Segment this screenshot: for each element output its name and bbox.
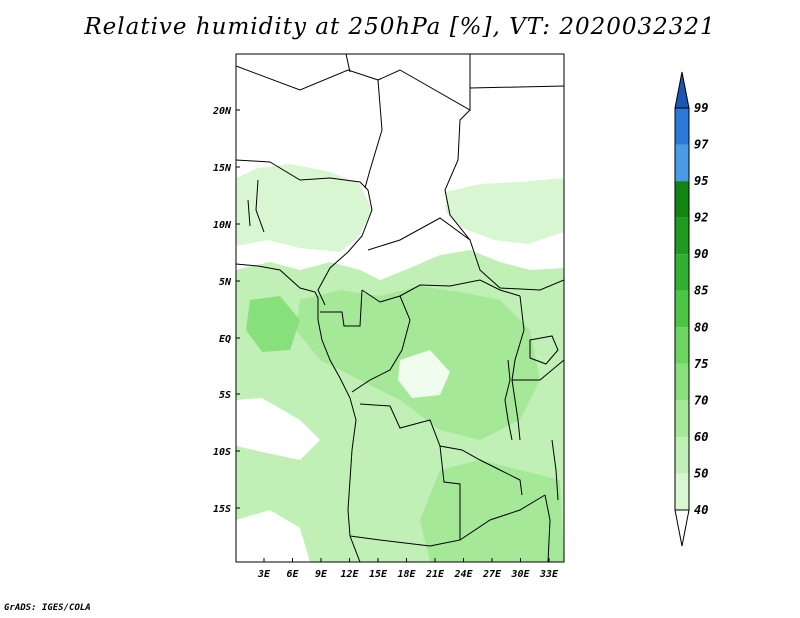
map-frame [235,53,565,563]
lon-tick-label: 9E [315,569,328,580]
lon-tick-label: 15E [369,569,388,580]
colorbar-segment [675,181,689,218]
lake-victoria [529,335,559,365]
humidity-fields [236,164,564,562]
border-congo-drc [351,295,411,393]
grads-footer: GrADS: IGES/COLA [4,603,91,613]
border-gabon [320,289,363,327]
lon-tick-label: 18E [397,569,416,580]
border-niger-nigeria [274,164,369,191]
colorbar-label: 95 [694,174,708,188]
border-chad-car [367,217,471,251]
colorbar-label: 60 [694,430,708,444]
lon-tick-label: 21E [425,569,445,580]
colorbar-top-arrow [674,71,690,109]
colorbar-segment [675,108,689,145]
humidity-field-dry-ocean [236,398,320,460]
colorbar-segment [675,363,689,401]
colorbar-label: 97 [694,138,709,152]
border-nigeria-cameroon [317,189,373,306]
lat-tick-label: 10N [213,220,232,231]
lat-tick-label: 20N [212,106,232,117]
colorbar-segment [675,254,689,291]
border-angola-namibia [349,535,431,547]
coastline-west-central [317,298,361,562]
lat-tick-label: 5S [219,390,231,401]
colorbar-label: 90 [694,247,708,261]
border-libya [345,54,471,111]
border-car-congo [361,279,521,303]
lon-tick-label: 12E [340,569,359,580]
colorbar-segment [675,290,689,328]
colorbar-label: 99 [694,101,708,115]
humidity-field-dry-central [398,350,450,398]
humidity-field-north-band [236,164,372,252]
colorbar-label: 80 [694,320,708,334]
colorbar-label: 70 [694,393,708,407]
longitude-axis: 3E 6E 9E 12E 15E 18E 21E 24E 27E 30E 33E [257,558,559,580]
colorbar-segment [675,473,689,510]
border-chad-sudan [444,109,501,289]
border-drc-zambia [359,403,523,496]
colorbar-label: 75 [694,357,708,371]
border-drc-uganda [511,295,525,421]
border-east-africa [499,279,564,381]
humidity-field-southeast [420,460,564,562]
map-area [236,54,564,562]
colorbar-segment [675,144,689,182]
lon-tick-label: 24E [453,569,473,580]
lake-malawi [551,439,559,501]
colorbar-label: 92 [694,211,708,225]
lon-tick-label: 30E [510,569,530,580]
border-mozambique [544,494,551,562]
colorbar-outline [674,107,690,511]
colorbar-label: 50 [694,466,708,480]
colorbar-segment [675,400,689,437]
colorbar-bottom-arrow [674,509,690,547]
lake-tanganyika [504,359,521,441]
colorbar-label: 85 [694,284,708,298]
colorbar-label: 40 [694,503,708,517]
lat-tick-label: EQ [219,334,231,345]
country-borders [236,54,564,562]
lat-tick-label: 15N [213,163,232,174]
lat-tick-label: 10S [213,447,231,458]
map-title: Relative humidity at 250hPa [%], VT: 202… [84,14,716,40]
lat-tick-label: 15S [213,504,231,515]
latitude-axis: 20N 15N 10N 5N EQ 5S 10S 15S [212,106,240,515]
lon-tick-label: 27E [482,569,502,580]
border-west [236,159,276,233]
humidity-field-east-band [446,178,564,244]
colorbar-segment [675,327,689,364]
lon-tick-label: 3E [257,569,271,580]
lat-tick-label: 5N [219,277,232,288]
humidity-field-dry-south [236,510,310,562]
lon-tick-label: 33E [539,569,559,580]
border-niger-chad [364,79,383,189]
lon-tick-label: 6E [286,569,299,580]
humidity-field-gabon [246,296,300,352]
border-angola-zambia [429,445,461,547]
colorbar-segment [675,217,689,255]
border-algeria-niger [236,65,379,91]
colorbar-segment [675,436,689,474]
coastline-gulf-of-guinea [236,263,319,299]
border-egypt-sudan [469,85,564,89]
coastlines [236,263,559,562]
colorbar: 40 50 60 70 75 80 85 90 92 95 97 99 [674,71,709,547]
border-zambia-zimbabwe [459,494,546,541]
